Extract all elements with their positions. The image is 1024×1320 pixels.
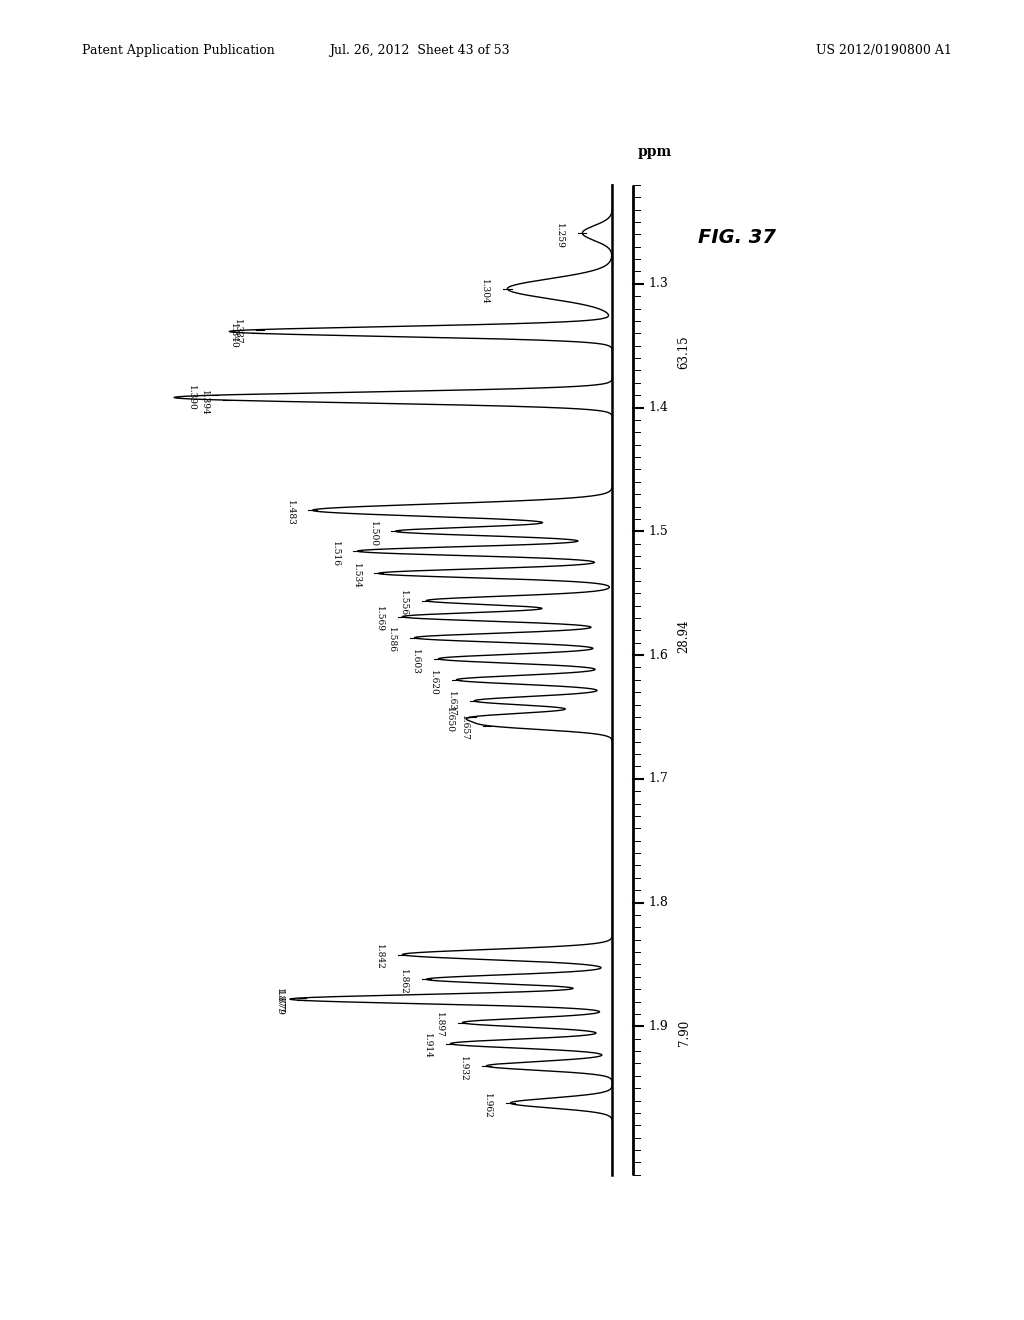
Text: 1.914: 1.914 — [423, 1034, 432, 1059]
Text: 1.586: 1.586 — [387, 627, 396, 653]
Text: 1.637: 1.637 — [447, 690, 457, 717]
Text: 1.500: 1.500 — [369, 521, 378, 546]
Text: 1.6: 1.6 — [648, 648, 668, 661]
Text: Jul. 26, 2012  Sheet 43 of 53: Jul. 26, 2012 Sheet 43 of 53 — [330, 44, 510, 57]
Text: 28.94: 28.94 — [678, 619, 690, 653]
Text: 1.620: 1.620 — [429, 669, 438, 696]
Text: 1.842: 1.842 — [376, 944, 384, 970]
Text: 1.390: 1.390 — [186, 385, 196, 411]
Text: 1.932: 1.932 — [460, 1056, 468, 1081]
Text: 1.877: 1.877 — [275, 987, 284, 1014]
Text: 1.5: 1.5 — [648, 525, 668, 537]
Text: 1.3: 1.3 — [648, 277, 668, 290]
Text: US 2012/0190800 A1: US 2012/0190800 A1 — [816, 44, 952, 57]
Text: 1.603: 1.603 — [412, 648, 421, 675]
Text: ppm: ppm — [638, 145, 672, 158]
Text: 1.556: 1.556 — [399, 590, 409, 616]
Text: 1.879: 1.879 — [274, 990, 284, 1016]
Text: 1.897: 1.897 — [435, 1012, 444, 1038]
Text: 1.259: 1.259 — [555, 223, 564, 248]
Text: 1.657: 1.657 — [461, 715, 469, 742]
Text: 1.340: 1.340 — [228, 323, 238, 348]
Text: 1.483: 1.483 — [286, 500, 295, 525]
Text: 1.7: 1.7 — [648, 772, 668, 785]
Text: 1.569: 1.569 — [375, 606, 384, 632]
Text: 7.90: 7.90 — [678, 1019, 690, 1045]
Text: 1.862: 1.862 — [399, 969, 409, 995]
Text: 1.9: 1.9 — [648, 1020, 668, 1032]
Text: 1.650: 1.650 — [445, 706, 454, 733]
Text: 1.304: 1.304 — [480, 279, 489, 305]
Text: 1.516: 1.516 — [331, 541, 340, 566]
Text: 1.394: 1.394 — [200, 389, 209, 416]
Text: Patent Application Publication: Patent Application Publication — [82, 44, 274, 57]
Text: 1.962: 1.962 — [483, 1093, 493, 1118]
Text: 1.337: 1.337 — [232, 319, 242, 345]
Text: 1.8: 1.8 — [648, 896, 668, 909]
Text: FIG. 37: FIG. 37 — [698, 228, 776, 247]
Text: 1.4: 1.4 — [648, 401, 668, 414]
Text: 1.534: 1.534 — [351, 564, 360, 589]
Text: 63.15: 63.15 — [678, 335, 690, 368]
